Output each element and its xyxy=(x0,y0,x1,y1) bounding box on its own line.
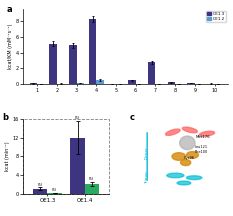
Text: Leu121
Phe100: Leu121 Phe100 xyxy=(194,145,207,154)
Text: (5): (5) xyxy=(38,183,43,187)
Text: c: c xyxy=(130,113,135,122)
Text: (5): (5) xyxy=(75,116,80,119)
Ellipse shape xyxy=(172,153,186,160)
Ellipse shape xyxy=(186,152,199,158)
Y-axis label: kcat/KM (mM⁻¹s⁻¹): kcat/KM (mM⁻¹s⁻¹) xyxy=(8,24,13,69)
Y-axis label: kcat (min⁻¹): kcat (min⁻¹) xyxy=(5,142,10,171)
Bar xyxy=(48,193,62,194)
Circle shape xyxy=(180,136,195,150)
Text: Cys96: Cys96 xyxy=(184,156,195,160)
Bar xyxy=(168,83,175,84)
Ellipse shape xyxy=(181,160,191,166)
Ellipse shape xyxy=(177,181,191,185)
Bar xyxy=(70,138,85,194)
Bar xyxy=(187,83,195,84)
Text: (5): (5) xyxy=(89,177,94,181)
Ellipse shape xyxy=(186,176,202,180)
Bar xyxy=(30,83,37,84)
Text: Met176: Met176 xyxy=(196,135,210,138)
Text: Trimer: Trimer xyxy=(145,171,149,184)
Text: b: b xyxy=(2,113,8,122)
Bar xyxy=(128,81,136,84)
Bar xyxy=(89,19,96,84)
Ellipse shape xyxy=(182,127,197,133)
Bar xyxy=(69,45,76,84)
Bar xyxy=(148,62,155,84)
Bar xyxy=(33,189,48,194)
Text: Dimer: Dimer xyxy=(145,146,149,159)
Ellipse shape xyxy=(167,173,184,178)
Ellipse shape xyxy=(199,131,215,136)
Text: (5): (5) xyxy=(52,187,57,192)
Text: a: a xyxy=(7,5,13,14)
Ellipse shape xyxy=(165,129,180,135)
Legend: OE1.3, OE1.2: OE1.3, OE1.2 xyxy=(206,11,226,22)
Bar xyxy=(49,44,57,84)
Bar xyxy=(96,80,104,84)
Bar xyxy=(76,83,84,84)
Bar xyxy=(85,184,99,194)
